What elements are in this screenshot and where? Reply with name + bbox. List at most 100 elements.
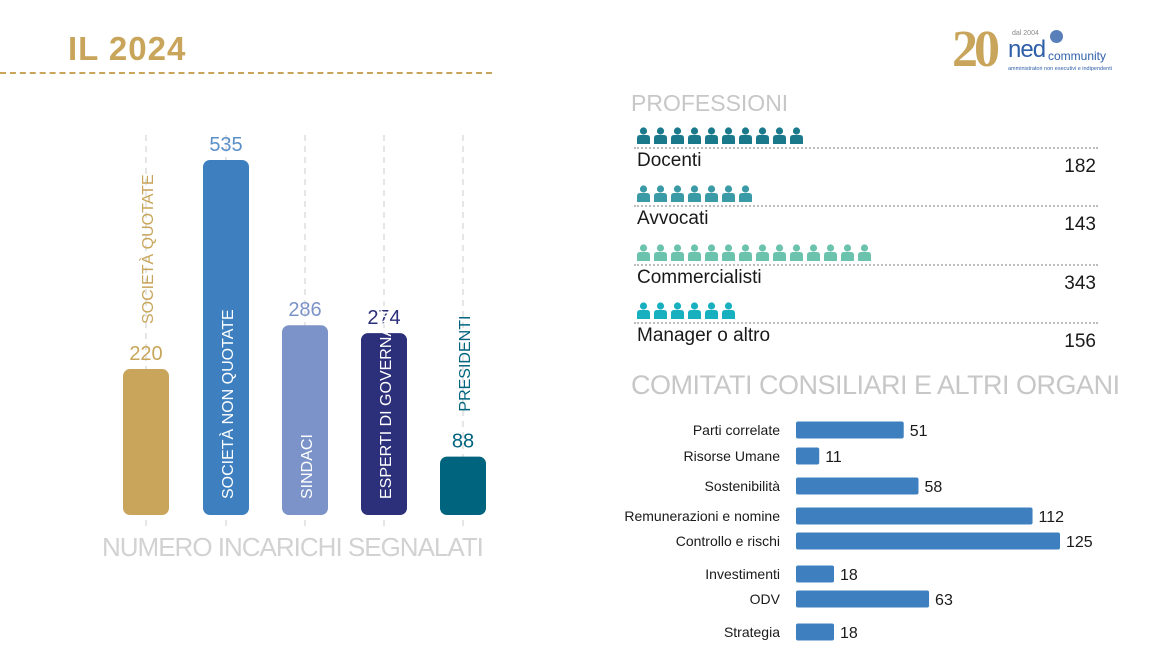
profession-divider bbox=[634, 147, 1098, 149]
person-icon bbox=[705, 244, 718, 261]
profession-icons bbox=[636, 127, 806, 147]
person-icon bbox=[739, 185, 752, 202]
bar-category-label: ESPERTI DI GOVERNANCE bbox=[378, 292, 395, 499]
profession-label: Manager o altro bbox=[637, 325, 771, 346]
profession-icons bbox=[636, 185, 755, 205]
person-icon bbox=[671, 185, 684, 202]
person-icon bbox=[637, 185, 650, 202]
person-icon bbox=[722, 185, 735, 202]
profession-label: Commercialisti bbox=[637, 267, 762, 288]
person-icon bbox=[705, 127, 718, 144]
committee-label: Risorse Umane bbox=[684, 448, 781, 464]
profession-value: 156 bbox=[1064, 331, 1096, 352]
committee-label: Parti correlate bbox=[693, 422, 780, 438]
ned-community-logo: 20 dal 2004 ned community amministratori… bbox=[950, 21, 1120, 82]
profession-icons bbox=[636, 244, 874, 264]
committee-bar-4 bbox=[796, 532, 1060, 550]
profession-icons bbox=[636, 302, 738, 322]
logo-brand-suffix: community bbox=[1048, 49, 1107, 63]
person-icon bbox=[756, 244, 769, 261]
committee-value: 112 bbox=[1039, 509, 1065, 526]
committees-bar-chart: Parti correlate 51 Risorse Umane 11 Sostenib… bbox=[624, 421, 1093, 642]
committee-value: 58 bbox=[924, 479, 942, 496]
person-icon bbox=[654, 185, 667, 202]
person-icon bbox=[688, 244, 701, 261]
person-icon bbox=[841, 244, 854, 261]
logo-brand: ned bbox=[1008, 36, 1046, 63]
person-icon bbox=[654, 127, 667, 144]
person-icon bbox=[824, 244, 837, 261]
person-icon bbox=[705, 302, 718, 319]
profession-divider bbox=[634, 264, 1098, 266]
committee-value: 125 bbox=[1066, 534, 1093, 551]
bar-category-label: SOCIETÀ QUOTATE bbox=[138, 174, 157, 324]
person-icon bbox=[705, 185, 718, 202]
profession-divider bbox=[634, 205, 1098, 207]
logo-anniversary-number: 20 bbox=[952, 21, 1000, 78]
person-icon bbox=[773, 127, 786, 144]
bar-value-label: 535 bbox=[209, 134, 242, 156]
person-icon bbox=[637, 244, 650, 261]
person-icon bbox=[739, 244, 752, 261]
person-icon bbox=[790, 244, 803, 261]
committee-value: 18 bbox=[840, 625, 858, 642]
person-icon bbox=[858, 244, 871, 261]
logo-bubble-icon bbox=[1050, 30, 1063, 43]
profession-label: Avvocati bbox=[637, 208, 709, 229]
committee-label: Controllo e rischi bbox=[676, 533, 780, 549]
committee-bar-0 bbox=[796, 421, 904, 439]
person-icon bbox=[773, 244, 786, 261]
committee-bar-5 bbox=[796, 565, 835, 583]
person-icon bbox=[671, 244, 684, 261]
bar-category-label: SINDACI bbox=[299, 434, 316, 499]
bar-category-label: PRESIDENTI bbox=[457, 316, 474, 412]
person-icon bbox=[790, 127, 803, 144]
committee-bar-6 bbox=[796, 590, 930, 608]
profession-value: 143 bbox=[1064, 214, 1096, 235]
person-icon bbox=[654, 302, 667, 319]
person-icon bbox=[688, 302, 701, 319]
committee-value: 51 bbox=[910, 423, 928, 440]
bar-4 bbox=[440, 456, 486, 515]
person-icon bbox=[654, 244, 667, 261]
person-icon bbox=[722, 127, 735, 144]
bar-3 bbox=[361, 333, 407, 515]
bar-chart-footer: NUMERO INCARICHI SEGNALATI bbox=[102, 532, 484, 562]
person-icon bbox=[671, 302, 684, 319]
profession-row: Avvocati 143 bbox=[634, 185, 1098, 241]
bar-value-label: 88 bbox=[452, 431, 474, 453]
logo-since: dal 2004 bbox=[1012, 30, 1039, 37]
committee-label: ODV bbox=[750, 591, 781, 607]
person-icon bbox=[807, 244, 820, 261]
person-icon bbox=[688, 185, 701, 202]
person-icon bbox=[688, 127, 701, 144]
bar-2 bbox=[282, 325, 328, 515]
committee-label: Remunerazioni e nomine bbox=[624, 508, 780, 524]
logo-tagline: amministratori non esecutivi e indipende… bbox=[1008, 66, 1112, 72]
bar-0 bbox=[123, 369, 169, 515]
committee-value: 18 bbox=[840, 567, 858, 584]
incarichi-bar-chart: 220 SOCIETÀ QUOTATE 535 SOCIETÀ NON QUOTATE… bbox=[123, 134, 486, 530]
committee-bar-7 bbox=[796, 623, 835, 641]
bar-value-label: 286 bbox=[288, 299, 321, 321]
committee-label: Sostenibilità bbox=[705, 478, 781, 494]
title-divider bbox=[0, 72, 492, 74]
bar-category-label: SOCIETÀ NON QUOTATE bbox=[218, 309, 237, 499]
committee-label: Investimenti bbox=[705, 566, 780, 582]
person-icon bbox=[722, 302, 735, 319]
committees-title: COMITATI CONSILIARI E ALTRI ORGANI bbox=[631, 370, 1120, 400]
committee-value: 63 bbox=[935, 592, 953, 609]
committee-value: 11 bbox=[825, 449, 842, 466]
page-title: IL 2024 bbox=[68, 30, 187, 67]
person-icon bbox=[739, 127, 752, 144]
committee-label: Strategia bbox=[724, 624, 780, 640]
bar-value-label: 220 bbox=[129, 343, 162, 365]
committee-bar-3 bbox=[796, 507, 1033, 525]
profession-label: Docenti bbox=[637, 150, 702, 171]
profession-row: Manager o altro 156 bbox=[634, 302, 1098, 358]
profession-row: Docenti 182 bbox=[634, 127, 1098, 183]
bar-value-label: 274 bbox=[367, 307, 400, 329]
committee-bar-1 bbox=[796, 447, 820, 465]
bar-1 bbox=[203, 160, 249, 515]
profession-value: 182 bbox=[1064, 156, 1096, 177]
